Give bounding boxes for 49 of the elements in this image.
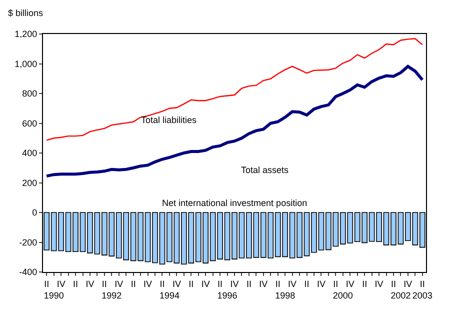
x-tick-label: IV — [404, 278, 412, 289]
y-tick-label: 1,000 — [14, 58, 38, 69]
x-tick-label: II — [275, 278, 280, 289]
x-tick-label: 1996 — [217, 290, 238, 300]
x-tick-label: IV — [288, 278, 297, 289]
x-tick-label: II — [160, 278, 165, 289]
line-series — [46, 38, 423, 141]
x-tick-label: 1998 — [275, 290, 296, 300]
y-tick-label: 200 — [22, 178, 38, 188]
x-tick-label: II — [130, 278, 136, 289]
y-tick-label: 400 — [22, 148, 38, 158]
x-tick-label: 1992 — [102, 290, 122, 300]
x-tick-label: IV — [86, 278, 94, 289]
x-tick-label: IV — [56, 278, 66, 289]
x-tick-label: IV — [201, 278, 210, 289]
x-tick-label: IV — [172, 278, 181, 289]
y-tick-label: 0 — [32, 208, 38, 218]
y-axis-title: $ billions — [8, 8, 44, 18]
x-tick-label: II — [188, 278, 194, 289]
y-tick-label: 800 — [22, 88, 38, 99]
line-series — [45, 64, 424, 178]
x-tick-label: 2002 — [390, 290, 411, 300]
y-tick-label: 600 — [22, 118, 38, 128]
x-tick-label: II — [218, 278, 223, 289]
x-tick-label: II — [102, 278, 107, 289]
x-tick-label: 1994 — [159, 290, 180, 300]
x-tick-label: IV — [114, 278, 124, 289]
y-tick-label: -400 — [19, 267, 38, 278]
x-tick-label: II — [390, 278, 396, 289]
x-tick-label: IV — [374, 278, 384, 289]
x-tick-label: II — [333, 278, 338, 289]
x-tick-label: IV — [144, 278, 152, 289]
series-label: Total liabilities — [141, 115, 198, 125]
x-tick-label: II — [44, 278, 50, 289]
y-tick-label: 1,200 — [14, 29, 38, 40]
x-tick-label: IV — [259, 278, 268, 289]
x-tick-label: IV — [346, 278, 354, 289]
x-tick-label: II — [246, 278, 252, 289]
x-tick-label: IV — [316, 278, 326, 289]
x-tick-label: IV — [230, 278, 239, 289]
text: Total assets — [241, 165, 290, 175]
x-tick-label: II — [362, 278, 368, 289]
x-tick-label: II 2003 — [412, 278, 432, 300]
x-tick-label: II — [304, 278, 310, 289]
y-tick-label: -200 — [19, 237, 38, 248]
x-tick-label: 2000 — [332, 290, 353, 300]
x-tick-label: II — [73, 278, 78, 289]
x-tick-label: 1990 — [44, 290, 64, 300]
series-label: Net international investment position — [162, 198, 308, 208]
